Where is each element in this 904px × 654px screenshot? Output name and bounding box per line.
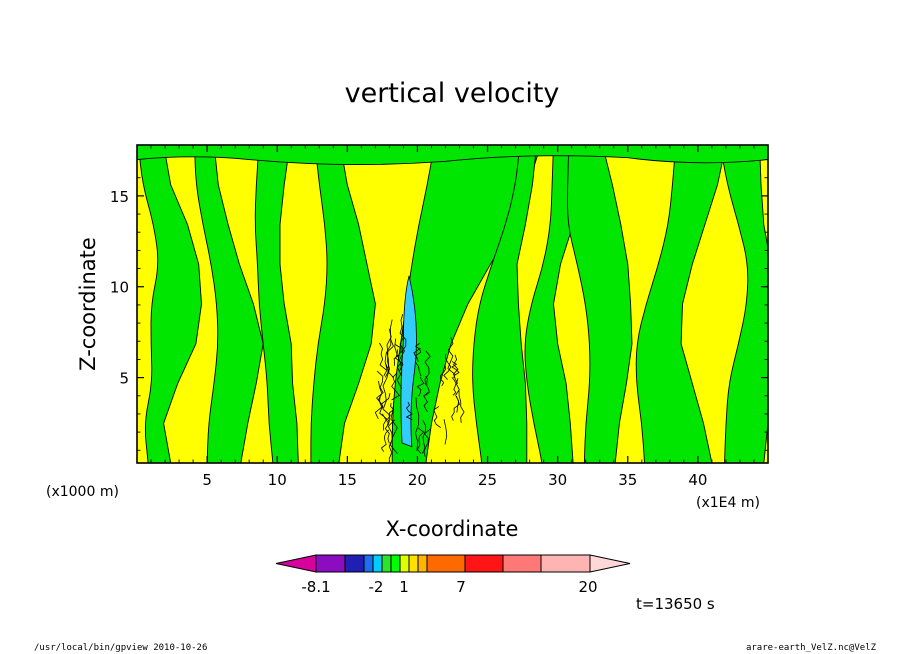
contour-line — [380, 429, 390, 452]
contour-line — [376, 370, 384, 404]
colorbar-label: -8.1 — [301, 578, 330, 596]
colorbar-swatch — [344, 554, 365, 573]
time-label: t=13650 s — [636, 595, 715, 613]
contour-line — [415, 342, 422, 362]
x-tick-label: 5 — [202, 471, 212, 489]
contour-line — [413, 347, 422, 377]
footer-left: /usr/local/bin/gpview 2010-10-26 — [34, 643, 207, 653]
colorbar-swatch — [540, 554, 591, 573]
x-tick-label: 15 — [338, 471, 357, 489]
y-axis-ticks: 5 10 15 — [110, 159, 768, 451]
contour-line — [384, 328, 392, 378]
contour-line — [421, 420, 427, 454]
contour-line — [399, 313, 407, 353]
x-tick-label: 10 — [268, 471, 287, 489]
green-top-layer — [137, 145, 768, 166]
chart-title: vertical velocity — [345, 78, 560, 109]
x-tick-label: 20 — [408, 471, 427, 489]
contour-line — [415, 397, 420, 451]
colorbar-swatch — [381, 554, 392, 573]
contour-line — [386, 339, 394, 379]
y-axis-label: Z-coordinate — [76, 237, 100, 371]
contour-line — [387, 403, 395, 423]
contour-line — [451, 361, 460, 379]
colorbar-label: -2 — [369, 578, 384, 596]
y-tick-label: 15 — [110, 188, 129, 206]
footer-right: arare-earth_VelZ.nc@VelZ — [746, 643, 877, 653]
colorbar-swatch — [372, 554, 383, 573]
colorbar-label: 1 — [399, 578, 409, 596]
contour-line — [387, 419, 395, 460]
y-tick-label: 5 — [119, 370, 129, 388]
contour-line — [443, 419, 448, 445]
contour-line — [423, 392, 429, 413]
colorbar-swatch — [315, 554, 346, 573]
x-unit-left: (x1000 m) — [46, 484, 119, 500]
contour-line — [447, 337, 456, 376]
contour-line — [417, 427, 425, 454]
contour-line — [453, 354, 459, 384]
x-unit-right: (x1E4 m) — [696, 495, 760, 511]
colorbar-swatch — [464, 554, 504, 573]
y-tick-label: 10 — [110, 279, 129, 297]
contour-line — [433, 406, 441, 429]
contour-line — [451, 395, 460, 421]
cyan-updraft-core — [400, 275, 417, 448]
colorbar-swatch — [417, 554, 428, 573]
colorbar-swatch — [390, 554, 401, 573]
contour-line — [416, 376, 425, 397]
colorbar-swatch — [502, 554, 542, 573]
contour-line — [381, 393, 391, 426]
contour-line — [405, 402, 413, 421]
plot-frame — [136, 144, 769, 464]
x-tick-label: 40 — [688, 471, 707, 489]
contour-line — [424, 350, 431, 385]
contour-line — [458, 390, 465, 423]
contour-line — [451, 377, 457, 396]
colorbar-arrow-right — [589, 554, 631, 573]
velocity-field — [137, 145, 768, 463]
contour-line — [379, 342, 388, 376]
x-axis-ticks: 5 10 15 20 25 30 35 40 — [150, 145, 755, 489]
x-tick-label: 30 — [548, 471, 567, 489]
x-axis-label: X-coordinate — [386, 517, 519, 541]
x-tick-label: 25 — [478, 471, 497, 489]
colorbar-label: 20 — [578, 578, 597, 596]
colorbar-swatch — [399, 554, 410, 573]
plot-area — [136, 144, 769, 464]
colorbar-swatch — [408, 554, 419, 573]
colorbar-arrow-left — [275, 554, 317, 573]
colorbar-label: 7 — [456, 578, 466, 596]
colorbar-swatch — [426, 554, 466, 573]
contour-line — [455, 377, 460, 413]
contour-line — [393, 344, 402, 366]
contour-line — [443, 354, 452, 380]
contour-line — [425, 375, 430, 396]
contour-line — [439, 365, 447, 386]
x-tick-label: 35 — [618, 471, 637, 489]
contour-line — [384, 319, 393, 371]
colorbar-swatch — [363, 554, 374, 573]
colorbar: -8.1 -2 1 7 20 — [275, 554, 631, 596]
contour-line — [394, 338, 403, 389]
contour-line — [381, 413, 390, 444]
contour-line — [382, 363, 390, 409]
